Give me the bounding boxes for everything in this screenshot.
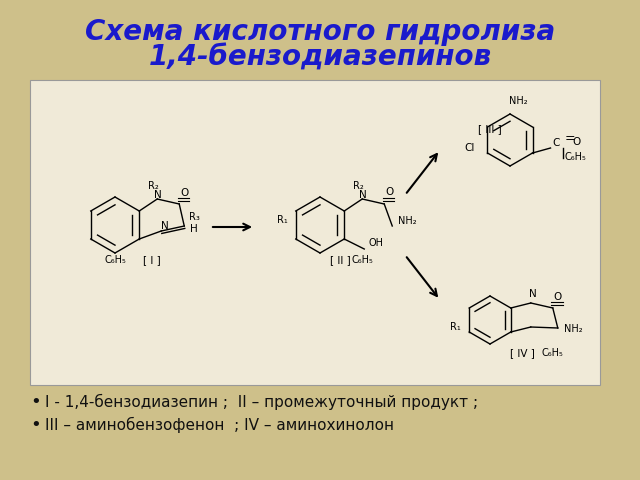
Text: R₁: R₁ xyxy=(276,215,287,225)
Text: N: N xyxy=(161,221,169,231)
Text: •: • xyxy=(30,393,41,411)
Text: [ I ]: [ I ] xyxy=(143,255,161,265)
Text: Схема кислотного гидролиза: Схема кислотного гидролиза xyxy=(85,18,555,46)
Text: C₆H₅: C₆H₅ xyxy=(564,152,586,162)
Text: [ IV ]: [ IV ] xyxy=(510,348,535,358)
Text: N: N xyxy=(360,190,367,200)
Bar xyxy=(30,80,600,385)
Text: [ III ]: [ III ] xyxy=(478,124,502,134)
Text: OH: OH xyxy=(368,238,383,248)
Text: C: C xyxy=(552,138,560,148)
Text: O: O xyxy=(573,137,580,147)
Text: C₆H₅: C₆H₅ xyxy=(104,255,126,265)
Text: I - 1,4-бензодиазепин ;  II – промежуточный продукт ;: I - 1,4-бензодиазепин ; II – промежуточн… xyxy=(45,394,478,410)
Text: O: O xyxy=(554,292,562,302)
Text: 1,4-бензодиазепинов: 1,4-бензодиазепинов xyxy=(148,44,492,72)
Text: III – аминобензофенон  ; IV – аминохинолон: III – аминобензофенон ; IV – аминохиноло… xyxy=(45,417,394,433)
Text: [ II ]: [ II ] xyxy=(330,255,351,265)
Text: NH₂: NH₂ xyxy=(509,96,527,106)
Text: N: N xyxy=(154,190,162,200)
Text: C₆H₅: C₆H₅ xyxy=(542,348,564,358)
Text: R₂: R₂ xyxy=(353,181,364,191)
Text: R₁: R₁ xyxy=(450,322,460,332)
Text: O: O xyxy=(180,188,188,198)
Text: NH₂: NH₂ xyxy=(564,324,582,334)
Text: R₃: R₃ xyxy=(189,212,200,222)
Text: R₂: R₂ xyxy=(148,181,159,191)
Text: H: H xyxy=(190,224,198,234)
Text: O: O xyxy=(385,187,394,197)
Text: Cl: Cl xyxy=(464,143,475,153)
Text: N: N xyxy=(529,289,537,299)
Text: NH₂: NH₂ xyxy=(398,216,417,226)
Text: C₆H₅: C₆H₅ xyxy=(351,255,373,265)
Text: =: = xyxy=(564,132,575,145)
Text: •: • xyxy=(30,416,41,434)
